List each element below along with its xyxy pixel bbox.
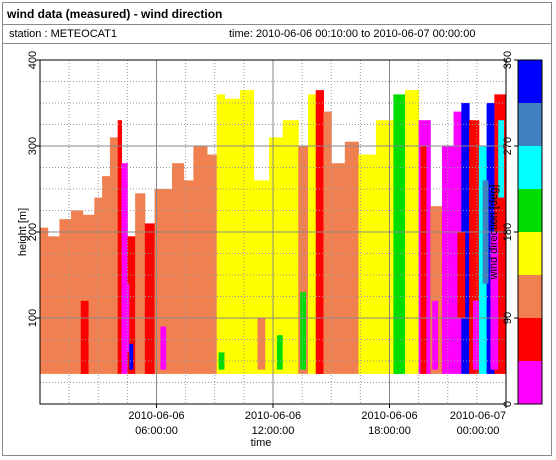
data-patch — [490, 232, 499, 370]
data-patch — [432, 300, 439, 370]
data-patch — [146, 232, 153, 374]
data-patch — [457, 232, 466, 318]
data-column — [298, 146, 309, 374]
station-label: station : METEOCAT1 — [9, 28, 117, 40]
data-column — [216, 94, 225, 374]
colorbar-bin — [518, 318, 542, 361]
data-column — [307, 94, 317, 374]
data-patch — [420, 146, 427, 374]
colorbar-bin — [518, 189, 542, 232]
data-column — [172, 163, 185, 374]
data-column — [121, 163, 128, 374]
data-column — [441, 146, 455, 374]
colorbar-tick-label: 0 — [502, 401, 514, 407]
data-column — [71, 210, 84, 374]
colorbar-label: wind direction [deg] — [488, 185, 500, 281]
x-tick-label: 2010-06-06 — [245, 410, 301, 422]
x-tick-label: 2010-06-06 — [128, 410, 184, 422]
data-patch — [257, 318, 266, 370]
data-patch — [463, 128, 468, 232]
data-column — [282, 120, 299, 374]
colorbar-bin — [518, 275, 542, 318]
colorbar-bin — [518, 146, 542, 189]
colorbar-bin — [518, 60, 542, 103]
data-patch — [395, 120, 402, 374]
subheader-divider — [3, 43, 551, 44]
data-column — [344, 141, 359, 374]
colorbar-bin — [518, 232, 542, 275]
data-column — [135, 193, 146, 374]
y-tick-label: 400 — [27, 51, 39, 69]
data-patch — [129, 343, 134, 370]
colorbar-tick-label: 90 — [502, 312, 514, 324]
data-patch — [472, 300, 479, 370]
colorbar-tick-label: 180 — [502, 223, 514, 241]
y-axis-label: height [m] — [17, 208, 29, 256]
data-column — [358, 154, 377, 374]
colorbar-bin — [518, 103, 542, 146]
data-patch — [317, 146, 322, 374]
colorbar: 0 90 180 270 360 — [502, 51, 543, 407]
data-column — [469, 120, 480, 374]
data-patch — [300, 292, 307, 370]
y-tick-label: 200 — [27, 223, 39, 241]
x-tick-label: 12:00:00 — [252, 425, 295, 437]
grid-layer — [40, 60, 506, 404]
data-column — [117, 120, 123, 374]
data-column — [127, 236, 136, 374]
data-patch — [160, 326, 167, 370]
x-tick-label: 00:00:00 — [457, 425, 500, 437]
data-patch — [218, 352, 225, 370]
data-column — [183, 180, 194, 374]
data-column — [224, 98, 241, 374]
data-column — [59, 219, 72, 374]
data-patch — [276, 335, 283, 370]
data-column — [331, 163, 346, 374]
x-tick-label: 06:00:00 — [135, 425, 178, 437]
data-column — [206, 154, 218, 374]
data-column — [323, 111, 332, 374]
data-patch — [80, 300, 89, 374]
x-tick-label: 18:00:00 — [368, 425, 411, 437]
colorbar-tick-label: 270 — [502, 137, 514, 155]
chart-title: wind data (measured) - wind direction — [7, 7, 223, 21]
x-tick-label: 2010-06-07 — [450, 410, 506, 422]
colorbar-bin — [518, 361, 542, 404]
x-tick-label: 2010-06-06 — [361, 410, 417, 422]
axes-layer: 100 200 300 400 2010-06-06 06:00:00 2010-06-06… — [27, 51, 507, 437]
y-tick-label: 300 — [27, 137, 39, 155]
x-axis-label: time — [251, 437, 272, 449]
data-column — [109, 137, 119, 374]
time-range-label: time: 2010-06-06 00:10:00 to 2010-06-07 … — [229, 28, 476, 40]
data-column — [154, 189, 173, 374]
data-column — [47, 236, 60, 374]
data-column — [494, 94, 506, 374]
header-divider — [3, 24, 551, 25]
data-patch — [498, 120, 505, 198]
data-column — [375, 120, 394, 374]
data-column — [461, 103, 470, 374]
data-column — [40, 227, 49, 374]
data-column — [193, 146, 208, 374]
y-tick-label: 100 — [27, 309, 39, 327]
colorbar-tick-label: 360 — [502, 51, 514, 69]
